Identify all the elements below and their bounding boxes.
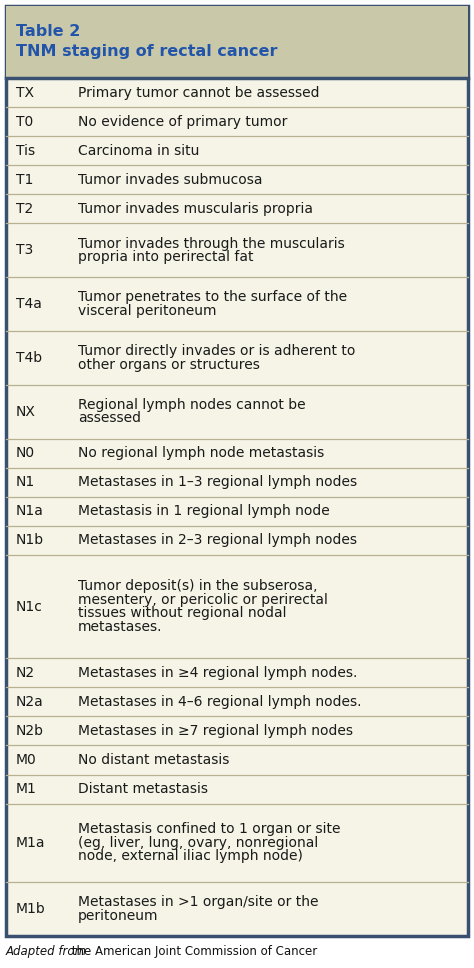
Text: Primary tumor cannot be assessed: Primary tumor cannot be assessed (78, 85, 319, 100)
Text: mesentery, or pericolic or perirectal: mesentery, or pericolic or perirectal (78, 592, 328, 607)
Text: N1a: N1a (16, 504, 44, 518)
Text: propria into perirectal fat: propria into perirectal fat (78, 250, 254, 264)
Text: (eg, liver, lung, ovary, nonregional: (eg, liver, lung, ovary, nonregional (78, 836, 318, 850)
Text: N2: N2 (16, 666, 35, 680)
Text: N1c: N1c (16, 599, 43, 614)
Text: node, external iliac lymph node): node, external iliac lymph node) (78, 850, 303, 863)
Text: M1: M1 (16, 782, 37, 796)
Text: T4b: T4b (16, 351, 42, 365)
Text: Regional lymph nodes cannot be: Regional lymph nodes cannot be (78, 398, 306, 412)
Text: Metastases in ≥7 regional lymph nodes: Metastases in ≥7 regional lymph nodes (78, 724, 353, 738)
Text: M1a: M1a (16, 836, 46, 850)
Text: Tumor deposit(s) in the subserosa,: Tumor deposit(s) in the subserosa, (78, 580, 318, 593)
Text: Metastasis confined to 1 organ or site: Metastasis confined to 1 organ or site (78, 823, 340, 836)
Text: peritoneum: peritoneum (78, 909, 158, 923)
Text: Metastases in 2–3 regional lymph nodes: Metastases in 2–3 regional lymph nodes (78, 533, 357, 548)
Text: Tumor invades through the muscularis: Tumor invades through the muscularis (78, 236, 345, 251)
Text: No distant metastasis: No distant metastasis (78, 753, 229, 767)
Text: metastases.: metastases. (78, 620, 163, 634)
Text: Table 2: Table 2 (16, 24, 81, 39)
Text: Tumor invades muscularis propria: Tumor invades muscularis propria (78, 202, 313, 216)
Text: Metastases in 4–6 regional lymph nodes.: Metastases in 4–6 regional lymph nodes. (78, 695, 362, 709)
Text: T0: T0 (16, 114, 33, 129)
Text: T1: T1 (16, 173, 33, 187)
Text: M1b: M1b (16, 902, 46, 916)
Text: No evidence of primary tumor: No evidence of primary tumor (78, 114, 287, 129)
Text: N1b: N1b (16, 533, 44, 548)
Text: Tumor directly invades or is adherent to: Tumor directly invades or is adherent to (78, 345, 356, 358)
Text: N2b: N2b (16, 724, 44, 738)
Bar (6, 6, 468, 78)
Text: TX: TX (16, 85, 34, 100)
Text: Tumor penetrates to the surface of the: Tumor penetrates to the surface of the (78, 290, 347, 304)
Text: tissues without regional nodal: tissues without regional nodal (78, 606, 286, 620)
Text: Adapted from: Adapted from (6, 946, 87, 958)
Text: Metastases in >1 organ/site or the: Metastases in >1 organ/site or the (78, 895, 319, 909)
Text: N1: N1 (16, 475, 35, 489)
Text: other organs or structures: other organs or structures (78, 358, 260, 372)
Text: T2: T2 (16, 202, 33, 216)
Text: Distant metastasis: Distant metastasis (78, 782, 208, 796)
Text: Metastasis in 1 regional lymph node: Metastasis in 1 regional lymph node (78, 504, 330, 518)
Text: Metastases in ≥4 regional lymph nodes.: Metastases in ≥4 regional lymph nodes. (78, 666, 357, 680)
Text: N0: N0 (16, 446, 35, 460)
Text: NX: NX (16, 405, 36, 419)
Text: Tumor invades submucosa: Tumor invades submucosa (78, 173, 263, 187)
Text: No regional lymph node metastasis: No regional lymph node metastasis (78, 446, 324, 460)
Text: N2a: N2a (16, 695, 44, 709)
Text: Carcinoma in situ: Carcinoma in situ (78, 143, 200, 158)
Text: TNM staging of rectal cancer: TNM staging of rectal cancer (16, 44, 277, 59)
Text: T4a: T4a (16, 297, 42, 311)
Text: Tis: Tis (16, 143, 35, 158)
Text: visceral peritoneum: visceral peritoneum (78, 304, 217, 318)
Text: M0: M0 (16, 753, 37, 767)
Text: the American Joint Commission of Cancer: the American Joint Commission of Cancer (68, 946, 317, 958)
Text: assessed: assessed (78, 411, 141, 426)
Text: Metastases in 1–3 regional lymph nodes: Metastases in 1–3 regional lymph nodes (78, 475, 357, 489)
Text: T3: T3 (16, 243, 33, 257)
